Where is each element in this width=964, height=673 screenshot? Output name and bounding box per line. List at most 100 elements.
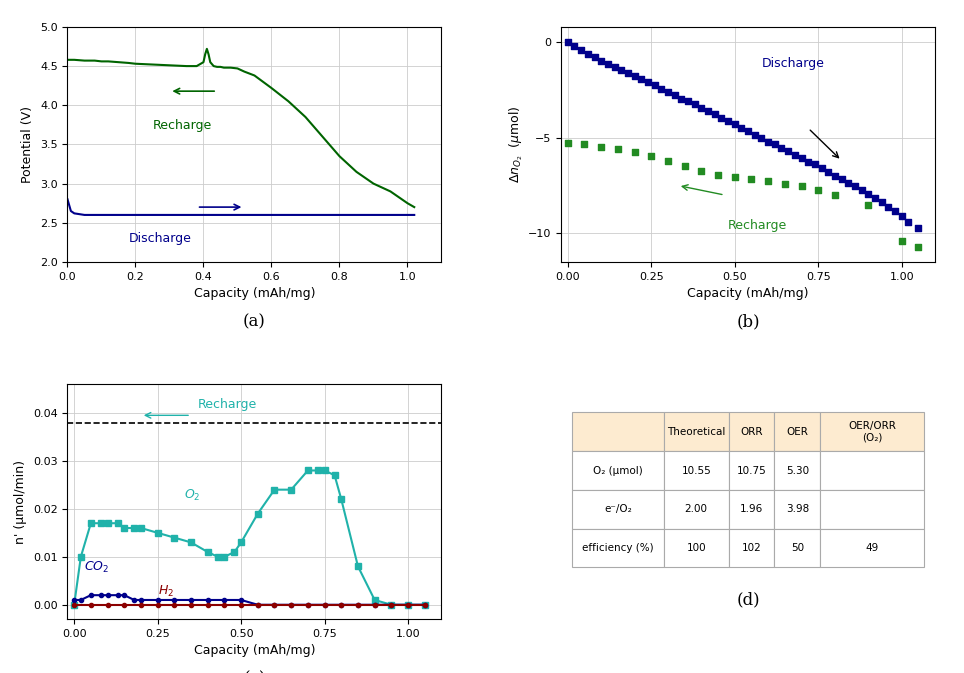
- Point: [694, 166, 710, 176]
- Text: Discharge: Discharge: [762, 57, 824, 70]
- Text: (b): (b): [736, 314, 760, 330]
- Point: [854, 185, 870, 196]
- Bar: [573, 490, 664, 529]
- Point: [647, 80, 662, 91]
- Point: [560, 138, 576, 149]
- Point: [620, 67, 635, 78]
- Point: [681, 96, 696, 107]
- Point: [601, 59, 616, 69]
- Point: [774, 143, 790, 153]
- Bar: [729, 490, 774, 529]
- Point: [861, 188, 876, 199]
- Text: OER: OER: [787, 427, 808, 437]
- Bar: [729, 413, 774, 451]
- Bar: [729, 529, 774, 567]
- Point: [644, 151, 659, 162]
- Point: [567, 40, 582, 51]
- Point: [847, 181, 863, 192]
- X-axis label: Capacity (mAh/mg): Capacity (mAh/mg): [194, 287, 315, 300]
- Text: Theoretical: Theoretical: [667, 427, 726, 437]
- Bar: [774, 413, 820, 451]
- Bar: [820, 413, 924, 451]
- Point: [793, 181, 809, 192]
- Y-axis label: $\Delta n_{O_2}$  ($\mu$mol): $\Delta n_{O_2}$ ($\mu$mol): [508, 106, 525, 183]
- Text: Recharge: Recharge: [728, 219, 788, 232]
- Point: [820, 167, 836, 178]
- Text: 10.75: 10.75: [736, 466, 766, 476]
- X-axis label: Capacity (mAh/mg): Capacity (mAh/mg): [194, 645, 315, 658]
- Point: [800, 156, 816, 167]
- Text: 49: 49: [866, 543, 878, 553]
- Point: [811, 185, 826, 196]
- Text: (c): (c): [243, 671, 266, 673]
- Point: [710, 170, 726, 180]
- Bar: [774, 490, 820, 529]
- Point: [713, 112, 729, 123]
- Point: [814, 163, 829, 174]
- Point: [694, 103, 710, 114]
- Point: [627, 147, 642, 157]
- Text: e⁻/O₂: e⁻/O₂: [604, 504, 632, 514]
- X-axis label: Capacity (mAh/mg): Capacity (mAh/mg): [687, 287, 809, 300]
- Text: 2.00: 2.00: [684, 504, 708, 514]
- Point: [827, 170, 843, 181]
- Text: 102: 102: [741, 543, 762, 553]
- Point: [788, 149, 803, 160]
- Bar: [820, 451, 924, 490]
- Point: [754, 133, 769, 143]
- Point: [900, 217, 916, 227]
- Bar: [774, 451, 820, 490]
- Bar: [573, 451, 664, 490]
- Point: [640, 77, 656, 87]
- Text: Recharge: Recharge: [152, 118, 212, 132]
- Point: [781, 146, 796, 157]
- Point: [633, 74, 649, 85]
- Bar: [664, 413, 729, 451]
- Point: [911, 241, 926, 252]
- Text: $O_2$: $O_2$: [184, 488, 201, 503]
- Point: [743, 174, 759, 184]
- Bar: [729, 451, 774, 490]
- Point: [707, 108, 722, 119]
- Y-axis label: n' (μmol/min): n' (μmol/min): [14, 460, 27, 544]
- Text: OER/ORR
(O₂): OER/ORR (O₂): [848, 421, 896, 443]
- Text: ORR: ORR: [740, 427, 763, 437]
- Bar: [820, 529, 924, 567]
- Point: [667, 90, 683, 100]
- Point: [747, 129, 763, 140]
- Point: [674, 93, 689, 104]
- Point: [660, 155, 676, 166]
- Point: [761, 136, 776, 147]
- Point: [881, 201, 897, 212]
- Text: $CO_2$: $CO_2$: [84, 560, 109, 575]
- Point: [761, 176, 776, 186]
- Point: [894, 211, 909, 221]
- Point: [874, 197, 890, 207]
- Point: [894, 236, 909, 246]
- Point: [574, 44, 589, 55]
- Bar: [820, 490, 924, 529]
- Text: 10.55: 10.55: [682, 466, 711, 476]
- Point: [677, 161, 692, 172]
- Text: Discharge: Discharge: [128, 232, 192, 246]
- Bar: [573, 413, 664, 451]
- Point: [911, 222, 926, 233]
- Point: [560, 37, 576, 48]
- Bar: [664, 529, 729, 567]
- Point: [627, 70, 642, 81]
- Point: [720, 115, 736, 126]
- Point: [613, 65, 629, 75]
- Point: [767, 139, 783, 150]
- Point: [834, 174, 849, 184]
- Point: [687, 99, 703, 110]
- Point: [606, 62, 622, 73]
- Point: [868, 192, 883, 203]
- Text: 5.30: 5.30: [786, 466, 809, 476]
- Point: [594, 142, 609, 153]
- Point: [734, 122, 749, 133]
- Text: O₂ (μmol): O₂ (μmol): [593, 466, 643, 476]
- Y-axis label: Potential (V): Potential (V): [21, 106, 35, 183]
- Text: (d): (d): [736, 591, 760, 608]
- Text: 100: 100: [686, 543, 706, 553]
- Text: 3.98: 3.98: [786, 504, 809, 514]
